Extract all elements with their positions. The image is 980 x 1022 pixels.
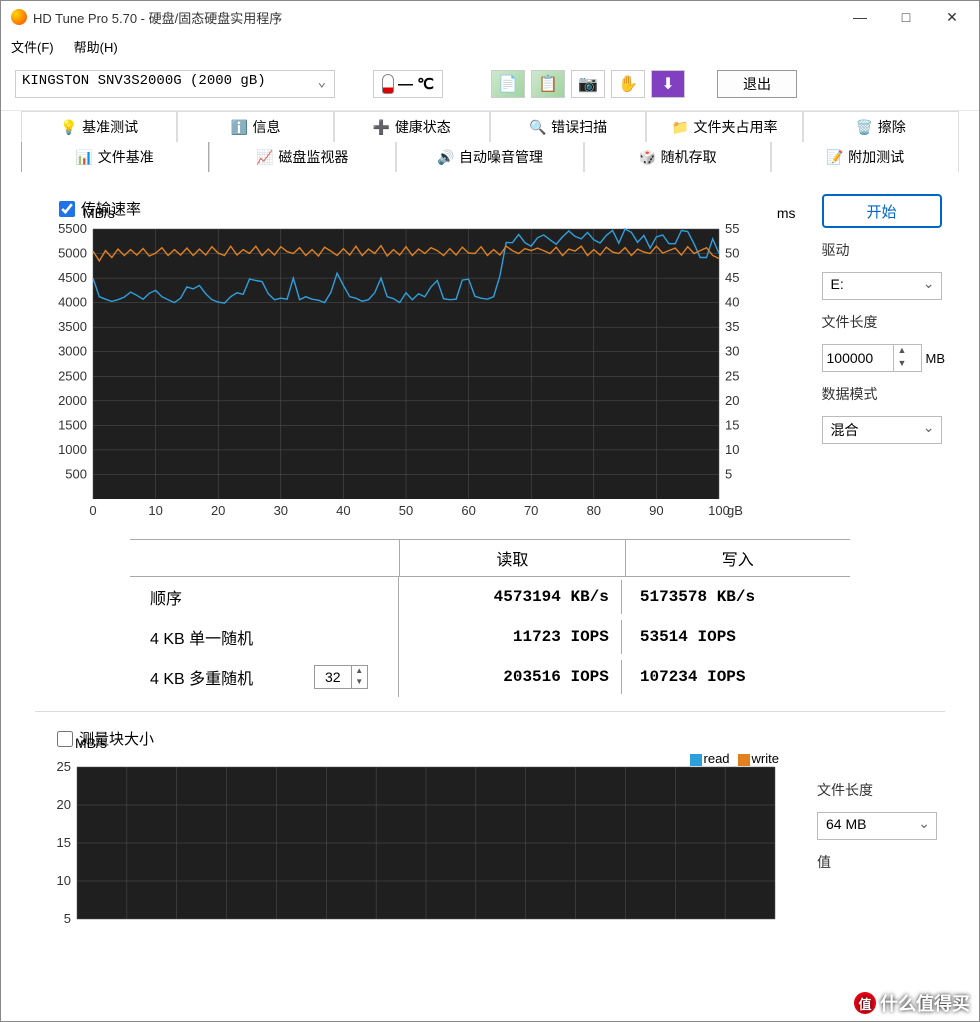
datamode-select[interactable]: 混合 bbox=[822, 416, 942, 444]
svg-text:3500: 3500 bbox=[58, 319, 87, 334]
svg-text:40: 40 bbox=[336, 503, 350, 518]
tab-擦除[interactable]: 🗑️擦除 bbox=[803, 111, 959, 142]
tab-附加测试[interactable]: 📝附加测试 bbox=[771, 142, 959, 172]
options-icon[interactable]: ✋ bbox=[611, 70, 645, 98]
filelen-spinner[interactable]: ▲▼ bbox=[822, 344, 922, 372]
svg-text:5: 5 bbox=[725, 466, 732, 481]
tab-文件夹占用率[interactable]: 📁文件夹占用率 bbox=[646, 111, 802, 142]
datamode-label: 数据模式 bbox=[822, 384, 946, 404]
start-button[interactable]: 开始 bbox=[822, 194, 942, 228]
filelen-label: 文件长度 bbox=[822, 312, 946, 332]
maximize-button[interactable]: □ bbox=[883, 1, 929, 33]
svg-text:40: 40 bbox=[725, 295, 739, 310]
menu-help[interactable]: 帮助(H) bbox=[74, 37, 118, 56]
svg-text:25: 25 bbox=[57, 759, 71, 774]
svg-text:10: 10 bbox=[57, 873, 71, 888]
toolbar: KINGSTON SNV3S2000G (2000 gB) — ℃ 📄 📋 📷 … bbox=[1, 62, 979, 111]
filelen2-select[interactable]: 64 MB bbox=[817, 812, 937, 840]
svg-text:90: 90 bbox=[649, 503, 663, 518]
tab-信息[interactable]: ℹ️信息 bbox=[177, 111, 333, 142]
svg-text:10: 10 bbox=[725, 442, 739, 457]
svg-text:2500: 2500 bbox=[58, 368, 87, 383]
result-row: 4 KB 单一随机11723 IOPS53514 IOPS bbox=[130, 617, 850, 657]
chart2-legend: read write bbox=[690, 751, 779, 766]
svg-text:80: 80 bbox=[587, 503, 601, 518]
filelen2-label: 文件长度 bbox=[817, 780, 937, 800]
filelen-unit: MB bbox=[926, 351, 946, 366]
blocksize-checkbox[interactable]: 测量块大小 bbox=[57, 728, 787, 749]
col-read: 读取 bbox=[400, 540, 625, 576]
svg-text:gB: gB bbox=[727, 503, 743, 518]
svg-text:35: 35 bbox=[725, 319, 739, 334]
svg-text:55: 55 bbox=[725, 223, 739, 236]
value2-label: 值 bbox=[817, 852, 937, 872]
menubar: 文件(F) 帮助(H) bbox=[1, 33, 979, 62]
tab-自动噪音管理[interactable]: 🔊自动噪音管理 bbox=[396, 142, 584, 172]
tab-健康状态[interactable]: ➕健康状态 bbox=[334, 111, 490, 142]
tab-strip: 💡基准测试ℹ️信息➕健康状态🔍错误扫描📁文件夹占用率🗑️擦除 📊文件基准📈磁盘监… bbox=[1, 111, 979, 172]
drive-select[interactable]: KINGSTON SNV3S2000G (2000 gB) bbox=[15, 70, 335, 98]
svg-text:4500: 4500 bbox=[58, 270, 87, 285]
col-write: 写入 bbox=[626, 540, 850, 576]
window-title: HD Tune Pro 5.70 - 硬盘/固态硬盘实用程序 bbox=[33, 8, 837, 27]
tab-基准测试[interactable]: 💡基准测试 bbox=[21, 111, 177, 142]
svg-text:1500: 1500 bbox=[58, 417, 87, 432]
svg-text:10: 10 bbox=[148, 503, 162, 518]
copy-info-icon[interactable]: 📋 bbox=[531, 70, 565, 98]
svg-text:500: 500 bbox=[65, 466, 87, 481]
svg-text:5: 5 bbox=[64, 911, 71, 923]
blocksize-chart: MB/s read write 510152025 bbox=[43, 753, 787, 923]
result-row: 顺序4573194 KB/s5173578 KB/s bbox=[130, 577, 850, 617]
svg-text:2000: 2000 bbox=[58, 393, 87, 408]
svg-text:1000: 1000 bbox=[58, 442, 87, 457]
drive-label: 驱动 bbox=[822, 240, 946, 260]
close-button[interactable]: ✕ bbox=[929, 1, 975, 33]
save-icon[interactable]: ⬇ bbox=[651, 70, 685, 98]
svg-text:5000: 5000 bbox=[58, 246, 87, 261]
svg-text:25: 25 bbox=[725, 368, 739, 383]
app-icon bbox=[11, 9, 27, 25]
svg-text:50: 50 bbox=[725, 246, 739, 261]
thermometer-icon bbox=[382, 74, 394, 94]
copy-text-icon[interactable]: 📄 bbox=[491, 70, 525, 98]
svg-text:15: 15 bbox=[725, 417, 739, 432]
queue-depth-spinner[interactable]: ▲▼ bbox=[314, 665, 368, 689]
tab-文件基准[interactable]: 📊文件基准 bbox=[21, 142, 209, 172]
svg-text:3000: 3000 bbox=[58, 344, 87, 359]
minimize-button[interactable]: — bbox=[837, 1, 883, 33]
menu-file[interactable]: 文件(F) bbox=[11, 37, 54, 56]
y-axis-label-2: MB/s bbox=[75, 735, 107, 751]
watermark: 值什么值得买 bbox=[854, 990, 970, 1016]
svg-text:5500: 5500 bbox=[58, 223, 87, 236]
svg-text:30: 30 bbox=[725, 344, 739, 359]
svg-text:50: 50 bbox=[399, 503, 413, 518]
tab-磁盘监视器[interactable]: 📈磁盘监视器 bbox=[209, 142, 397, 172]
temperature-display: — ℃ bbox=[373, 70, 443, 98]
exit-button[interactable]: 退出 bbox=[717, 70, 797, 98]
screenshot-icon[interactable]: 📷 bbox=[571, 70, 605, 98]
svg-text:20: 20 bbox=[211, 503, 225, 518]
svg-text:15: 15 bbox=[57, 835, 71, 850]
y-axis-label: MB/s bbox=[83, 205, 115, 221]
svg-text:4000: 4000 bbox=[58, 295, 87, 310]
svg-text:70: 70 bbox=[524, 503, 538, 518]
titlebar: HD Tune Pro 5.70 - 硬盘/固态硬盘实用程序 — □ ✕ bbox=[1, 1, 979, 33]
results-table: 读取 写入 顺序4573194 KB/s5173578 KB/s4 KB 单一随… bbox=[130, 539, 850, 697]
y2-axis-label: ms bbox=[777, 205, 796, 221]
svg-text:0: 0 bbox=[89, 503, 96, 518]
tab-随机存取[interactable]: 🎲随机存取 bbox=[584, 142, 772, 172]
svg-text:20: 20 bbox=[57, 797, 71, 812]
svg-text:30: 30 bbox=[274, 503, 288, 518]
svg-text:20: 20 bbox=[725, 393, 739, 408]
svg-text:60: 60 bbox=[461, 503, 475, 518]
drive-letter-select[interactable]: E: bbox=[822, 272, 942, 300]
transfer-rate-checkbox[interactable]: 传输速率 bbox=[59, 198, 792, 219]
result-row: 4 KB 多重随机▲▼203516 IOPS107234 IOPS bbox=[130, 657, 850, 697]
svg-text:45: 45 bbox=[725, 270, 739, 285]
transfer-chart: MB/s ms 50051000101500152000202500253000… bbox=[43, 223, 792, 523]
tab-错误扫描[interactable]: 🔍错误扫描 bbox=[490, 111, 646, 142]
